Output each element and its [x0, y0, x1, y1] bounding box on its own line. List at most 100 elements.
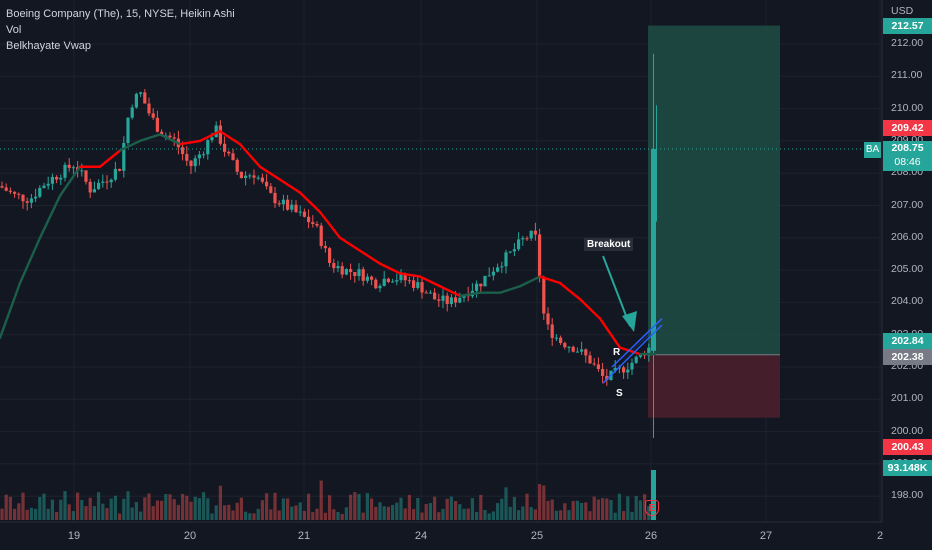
volume-bar [25, 509, 29, 520]
volume-bar [307, 493, 311, 520]
symbol-title[interactable]: Boeing Company (The), 15, NYSE, Heikin A… [6, 8, 235, 20]
candle-body [55, 176, 59, 180]
volume-bar [80, 499, 84, 520]
grid [0, 0, 882, 522]
candle-body [105, 181, 109, 183]
volume-bar [353, 492, 357, 520]
volume-bar [113, 495, 117, 520]
volume-bar [382, 506, 386, 520]
volume-bar [399, 497, 403, 520]
drawing-overlay[interactable] [602, 255, 663, 384]
vol-indicator-label[interactable]: Vol [6, 24, 22, 36]
volume-bar [4, 494, 8, 520]
breakout-label[interactable]: Breakout [584, 238, 634, 251]
volume-bar [21, 492, 25, 520]
support-line [602, 324, 663, 384]
candle-body [181, 147, 185, 155]
volume-bar [626, 496, 630, 520]
earnings-icon[interactable]: E [645, 500, 659, 516]
candle-body [168, 135, 172, 138]
volume-bar [420, 512, 424, 520]
volume-bar [189, 501, 193, 520]
volume-bar [298, 502, 302, 520]
vwap-segment [618, 346, 642, 356]
volume-bar [567, 510, 571, 520]
volume-bar [265, 493, 269, 520]
volume-bar [378, 502, 382, 520]
vwap-segment [518, 275, 542, 288]
candle-body [357, 269, 361, 276]
volume-bar [231, 510, 235, 520]
volume-bar [466, 508, 470, 520]
volume-bar [29, 507, 33, 520]
x-tick-label: 25 [530, 530, 544, 542]
volume-bar [462, 508, 466, 520]
volume-bar [84, 506, 88, 520]
candle-body [71, 167, 75, 169]
volume-bar [370, 498, 374, 520]
candle-body [59, 177, 63, 180]
candle-body [601, 368, 605, 376]
volume-bar [584, 502, 588, 520]
vwap-indicator-label[interactable]: Belkhayate Vwap [6, 40, 91, 52]
candle-body [277, 203, 281, 205]
breakout-volume-bar [651, 470, 656, 520]
vwap-segment [198, 130, 222, 143]
volume-bar [386, 506, 390, 520]
volume-bar [67, 504, 71, 520]
candle-body [630, 362, 634, 370]
volume-bar [172, 499, 176, 520]
candle-body [281, 199, 285, 205]
candle-body [361, 269, 365, 281]
volume-bar [546, 500, 550, 520]
candle-body [374, 279, 378, 289]
volume-bar [218, 485, 222, 520]
candle-body [336, 266, 340, 269]
candle-body [567, 346, 571, 348]
volume-bar [227, 504, 231, 520]
x-tick-label: 24 [414, 530, 428, 542]
candle-body [101, 181, 105, 183]
candle-body [151, 113, 155, 118]
candle-body [500, 266, 504, 268]
x-tick-label: 2 [876, 530, 884, 542]
stop-top-badge: 209.42 [883, 120, 932, 136]
resistance-label[interactable]: R [613, 347, 621, 358]
candle-body [315, 224, 319, 226]
candle-body [433, 292, 437, 300]
candle-body [546, 313, 550, 325]
candle-body [353, 272, 357, 276]
candle-body [416, 282, 420, 288]
candle-body [126, 117, 130, 143]
volume-bar [475, 511, 479, 520]
candle-body [332, 263, 336, 269]
volume-bar [538, 484, 542, 520]
candle-body [290, 204, 294, 210]
risk-reward-zones[interactable] [0, 25, 882, 418]
volume-bar [50, 499, 54, 520]
volume-bar [344, 507, 348, 520]
y-tick-label: 207.00 [891, 198, 924, 211]
volume-bar [0, 508, 4, 520]
volume-bar [508, 506, 512, 520]
volume-bar [214, 505, 218, 520]
candle-body [193, 158, 197, 167]
volume-bar [512, 497, 516, 520]
y-tick-label: 211.00 [891, 69, 923, 82]
candle-body [185, 154, 189, 161]
candle-body [206, 140, 210, 155]
vwap-segment [358, 249, 382, 265]
x-tick-label: 20 [183, 530, 197, 542]
breakout-arrow-shaft [602, 255, 631, 327]
volume-bar [521, 506, 525, 520]
support-label[interactable]: S [616, 388, 623, 399]
candle-body [50, 176, 54, 184]
vwap-segment [398, 272, 422, 278]
volume-bar [609, 499, 613, 520]
candle-body [592, 363, 596, 365]
volume-bar [412, 509, 416, 520]
candle-body [13, 191, 17, 194]
vwap-segment [378, 262, 402, 275]
candle-body [113, 168, 117, 180]
